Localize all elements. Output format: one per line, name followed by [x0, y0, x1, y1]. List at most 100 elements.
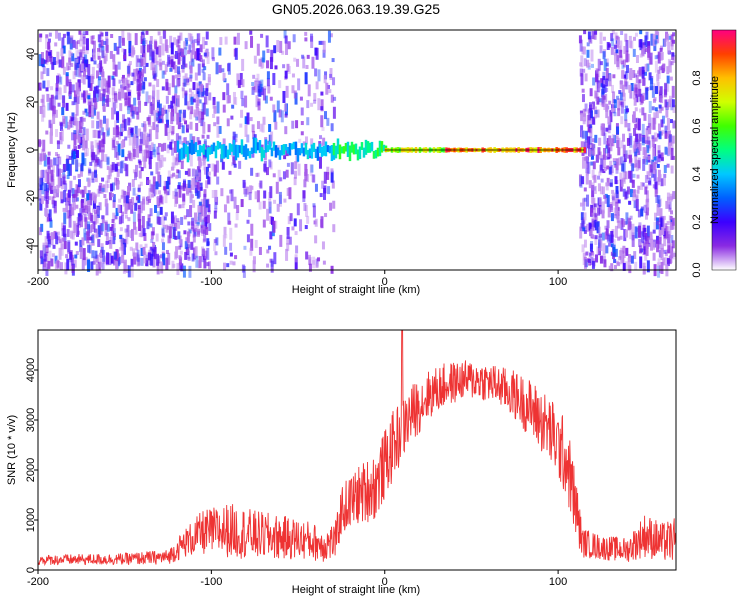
spectrogram-cell: [132, 75, 136, 84]
spectrogram-cell: [134, 125, 138, 138]
spectrogram-cell: [119, 204, 123, 213]
spectrogram-cell: [160, 254, 164, 259]
spectrogram-cell: [104, 198, 108, 207]
spectrogram-cell: [106, 165, 110, 170]
spectrogram-cell: [80, 134, 84, 139]
spectrogram-cell: [590, 63, 594, 68]
spectrogram-cell: [84, 141, 88, 154]
spectrogram-cell: [626, 108, 630, 113]
spectrogram-cell: [54, 255, 58, 264]
spectrogram-cell: [642, 158, 646, 171]
spectrogram-cell: [158, 103, 162, 116]
spectrogram-cell: [149, 48, 153, 61]
spectrogram-cell: [140, 167, 144, 172]
spectrogram-cell: [191, 58, 195, 67]
spectrogram-cell: [228, 220, 232, 225]
spectrogram-cell: [622, 262, 626, 271]
spectrogram-cell: [601, 154, 605, 159]
spectrogram-cell: [134, 125, 138, 138]
spectrogram-cell: [286, 227, 290, 240]
spectrogram-cell: [138, 170, 142, 179]
spectrogram-ridge-cell: [256, 142, 260, 151]
spectrogram-cell: [43, 257, 47, 270]
spectrogram-cell: [283, 198, 287, 203]
spectrogram-cell: [96, 70, 100, 79]
spectrogram-cell: [317, 69, 321, 82]
spectrogram-cell: [153, 39, 157, 48]
spectrogram-cell: [204, 250, 208, 259]
spectrogram-cell: [642, 45, 646, 50]
spectrogram-ridge-cell: [298, 148, 302, 156]
snr-frame: [37, 329, 677, 571]
spectrogram-cell: [127, 129, 131, 138]
spectrogram-cell: [103, 194, 107, 199]
spectrogram-cell: [196, 228, 200, 237]
spectrogram-cell: [201, 254, 205, 263]
spectrogram-cell: [202, 36, 206, 49]
spectrogram-cell: [122, 261, 126, 274]
spectrogram-cell: [593, 207, 597, 216]
spectrogram-cell: [580, 223, 584, 232]
spectrogram-ridge-cell: [182, 142, 186, 159]
spectrogram-cell: [182, 265, 186, 278]
spectrogram-cell: [106, 175, 110, 184]
spectrogram-cell: [261, 59, 265, 68]
spectrogram-cell: [670, 196, 674, 201]
spectrogram-cell: [202, 157, 206, 166]
spectrogram-cell: [592, 116, 596, 125]
spectrogram-cell: [48, 172, 52, 185]
spectrogram-cell: [596, 154, 600, 163]
spectrogram-cell: [601, 201, 605, 214]
spectrogram-cell: [619, 55, 623, 64]
spectrogram-cell: [202, 72, 206, 81]
spectrogram-cell: [670, 42, 674, 51]
spectrogram-cell: [184, 170, 188, 175]
spectrogram-cell: [222, 234, 226, 247]
spectrogram-cell: [262, 200, 266, 209]
spectrogram-cell: [603, 194, 607, 199]
spectrogram-cell: [643, 227, 647, 232]
spectrogram-cell: [87, 177, 91, 186]
spectrogram-cell: [582, 120, 586, 125]
spectrogram-cell: [179, 250, 183, 255]
spectrogram-cell: [93, 195, 97, 204]
spectrogram-cell: [196, 181, 200, 190]
spectrogram-cell: [590, 228, 594, 237]
spectrogram-cell: [132, 187, 136, 196]
spectrogram-cell: [48, 32, 52, 37]
spectrogram-cell: [69, 251, 73, 260]
spectrogram-cell: [273, 252, 277, 265]
spectrogram-cell: [114, 120, 118, 129]
spectrogram-cell: [43, 59, 47, 64]
spectrogram-cell: [180, 263, 184, 272]
spectrogram-cell: [657, 123, 661, 132]
spectrogram-cell: [662, 216, 666, 229]
spectrogram-cell: [306, 117, 310, 126]
spectrogram-cell: [270, 260, 274, 273]
spectrogram-cell: [183, 41, 187, 50]
spectrogram-cell: [212, 113, 216, 118]
spectrogram-cell: [279, 177, 283, 182]
spectrogram-cell: [627, 122, 631, 131]
spectrogram-cell: [613, 192, 617, 201]
spectrogram-cell: [150, 231, 154, 240]
spectrogram-cell: [149, 246, 153, 251]
spectrogram-cell: [294, 231, 298, 236]
spectrogram-cell: [161, 60, 165, 65]
spectrogram-cell: [99, 255, 103, 268]
spectrogram-cell: [239, 72, 243, 85]
spectrogram-cell: [59, 131, 63, 140]
figure-title: GN05.2026.063.19.39.G25: [272, 1, 440, 17]
spectrogram-cell: [238, 160, 242, 169]
spectrogram-cell: [120, 84, 124, 89]
spectrogram-cell: [66, 210, 70, 219]
spectrogram-cell: [626, 137, 630, 146]
spectrogram-cell: [591, 195, 595, 204]
spectrogram-cell: [252, 86, 256, 91]
spectrogram-cell: [593, 185, 597, 194]
spectrogram-cell: [101, 149, 105, 162]
spectrogram-cell: [666, 66, 670, 75]
spectrogram-cell: [146, 44, 150, 53]
spectrogram-cell: [662, 228, 666, 237]
spectrogram-cell: [226, 263, 230, 268]
